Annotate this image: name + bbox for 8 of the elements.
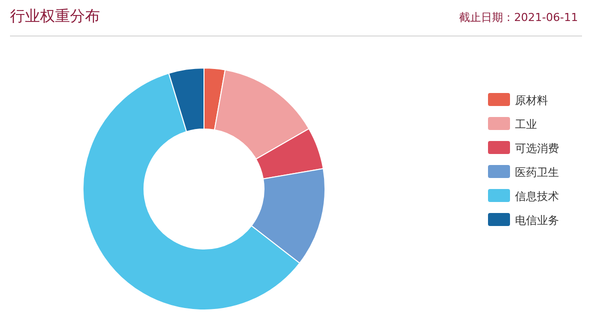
legend-label: 可选消费 [515, 142, 559, 155]
legend-label: 信息技术 [515, 190, 559, 203]
chart-title: 行业权重分布 [10, 7, 100, 25]
legend-label: 电信业务 [515, 214, 559, 227]
chart-subtitle: 截止日期：2021-06-11 [459, 11, 578, 24]
legend-label: 原材料 [515, 94, 548, 107]
legend-label: 工业 [515, 118, 537, 131]
legend-label: 医药卫生 [515, 166, 559, 179]
